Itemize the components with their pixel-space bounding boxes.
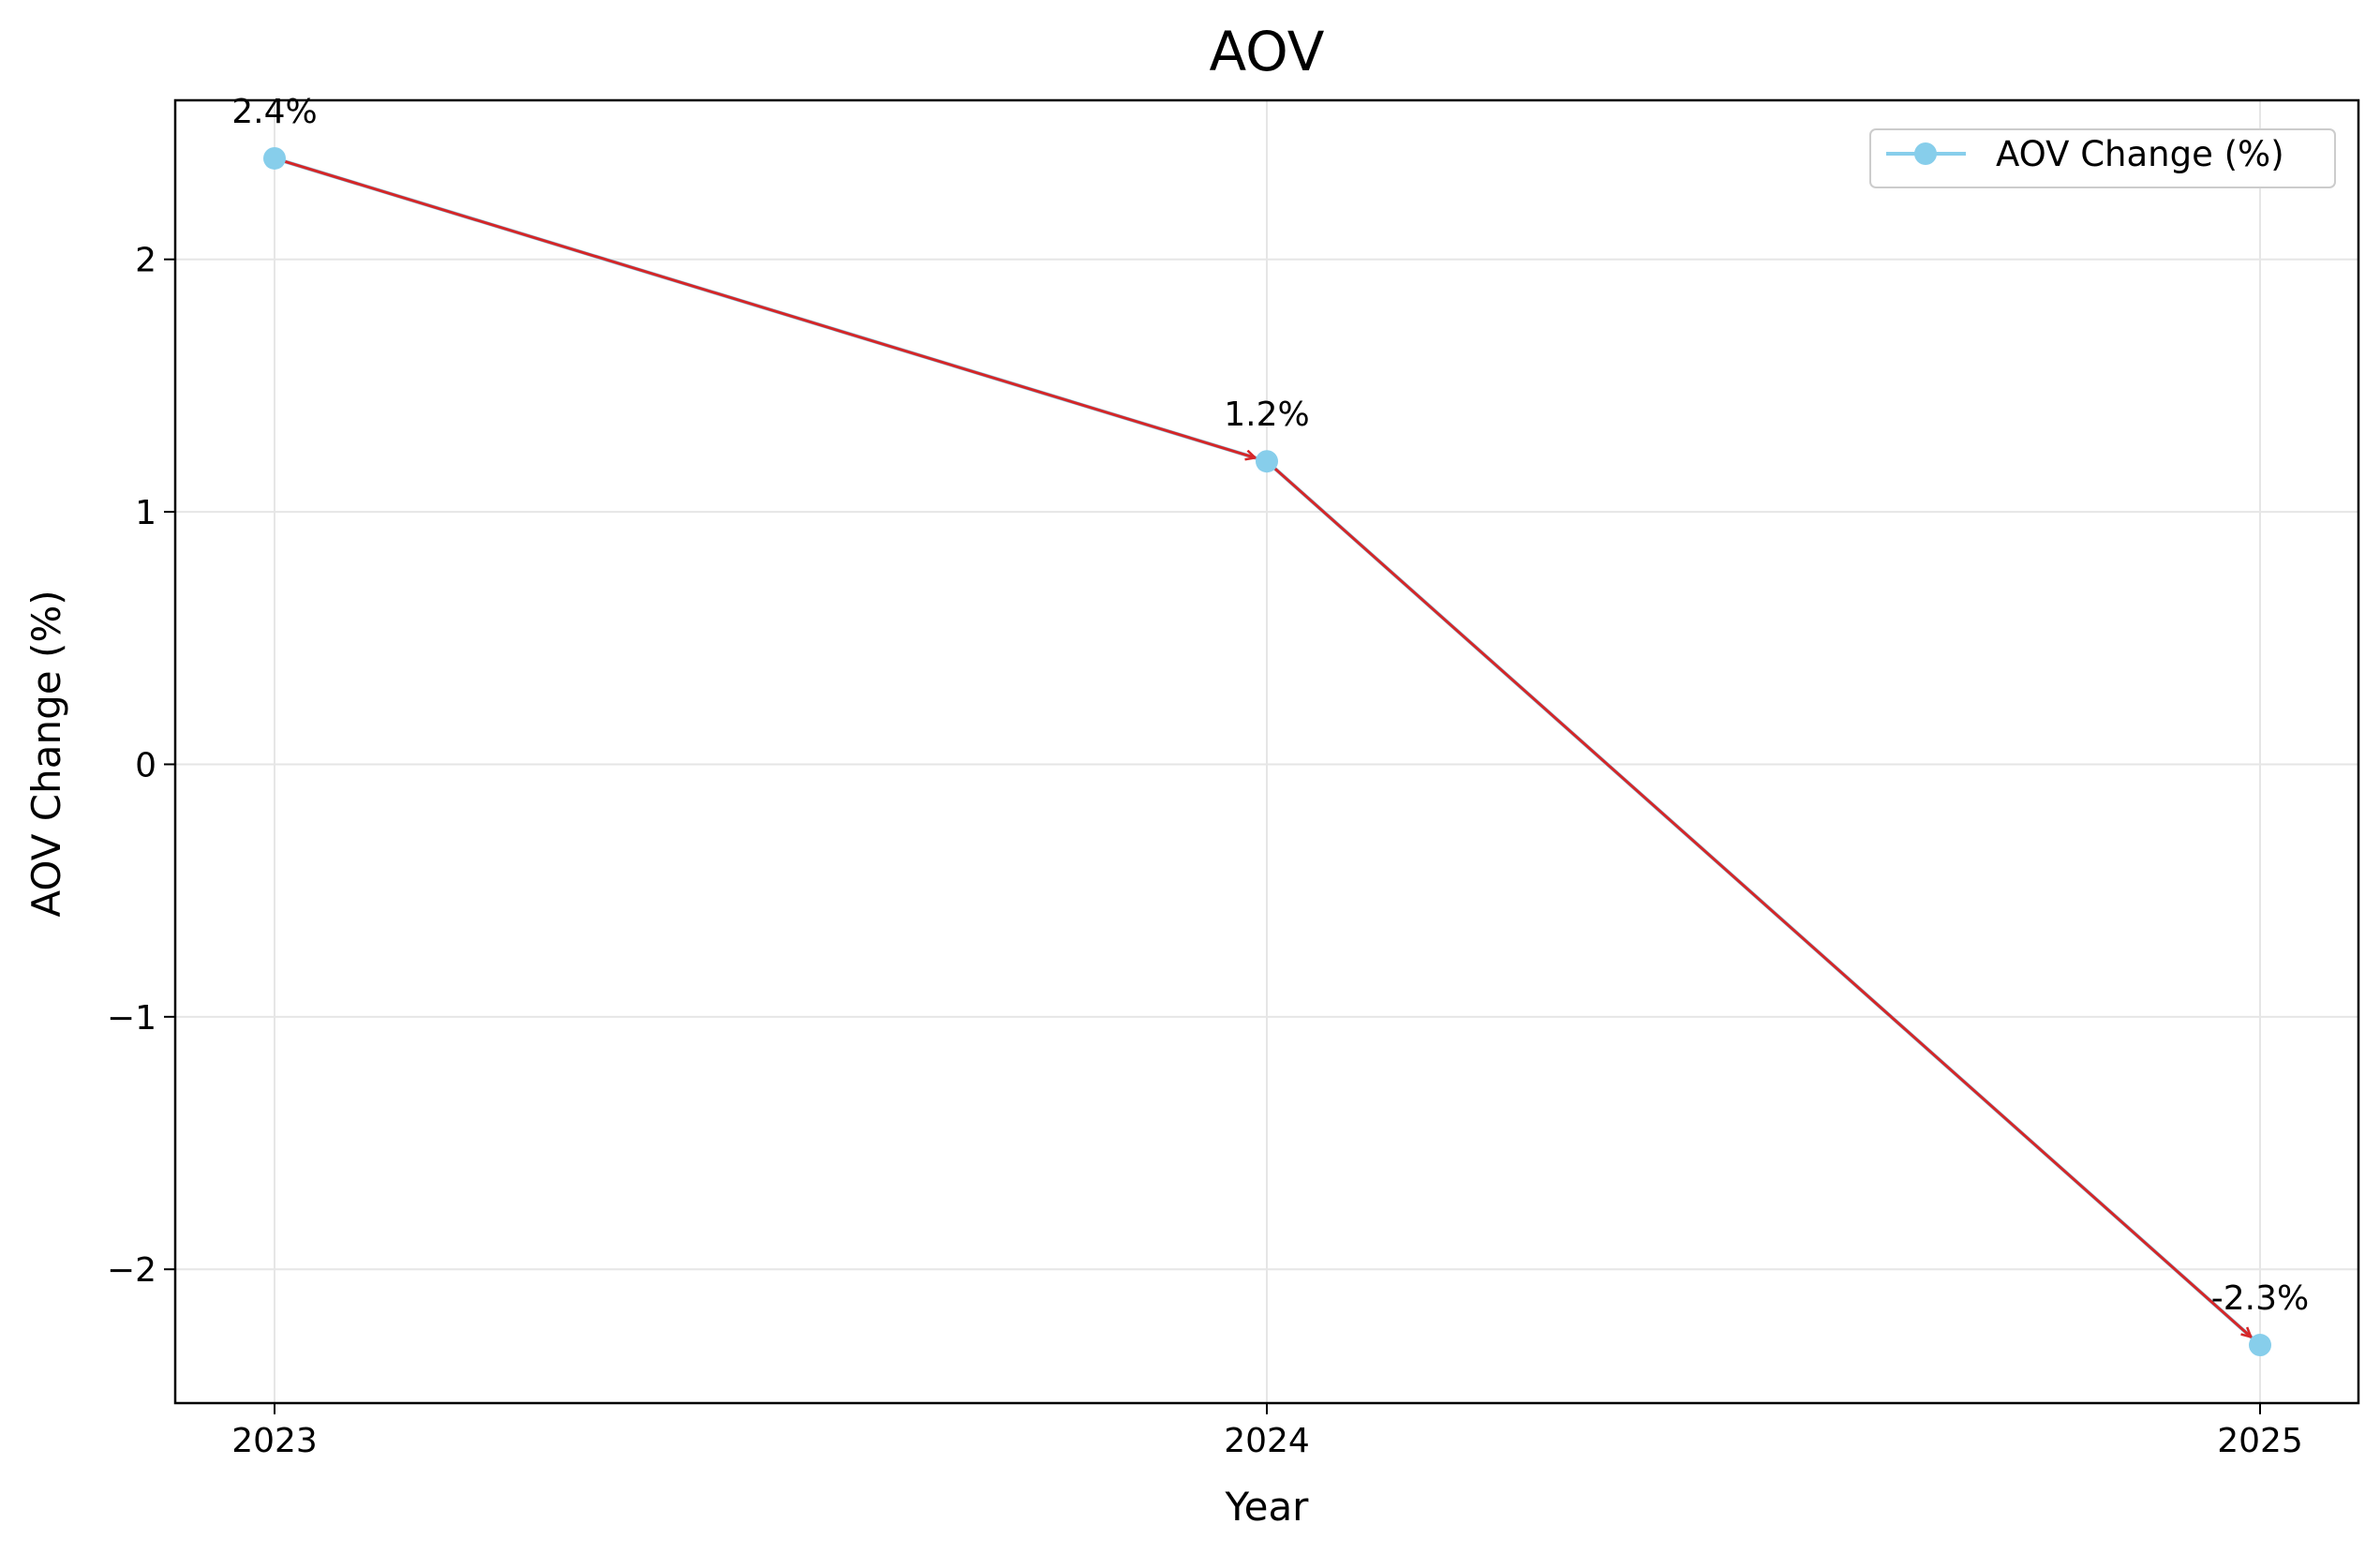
axis-layer: 2023 2024 2025 2 1 0 −1 −2 xyxy=(107,242,2303,1460)
legend-box xyxy=(1869,128,2336,188)
data-label: 2.4% xyxy=(231,93,317,131)
data-label: 1.2% xyxy=(1224,396,1309,434)
x-tick-label: 2023 xyxy=(231,1422,318,1460)
data-point xyxy=(1256,450,1278,473)
trend-arrow-layer xyxy=(274,157,2251,1337)
y-tick-label: 2 xyxy=(135,242,156,280)
legend-series-label: AOV Change (%) xyxy=(1996,134,2284,174)
y-axis-label: AOV Change (%) xyxy=(23,590,69,917)
x-axis-label: Year xyxy=(1225,1484,1310,1530)
legend: AOV Change (%) xyxy=(1869,128,2336,188)
y-tick-label: 0 xyxy=(135,746,156,784)
data-point xyxy=(263,146,286,170)
data-point-layer xyxy=(263,146,2271,1357)
trend-arrow xyxy=(274,157,1256,457)
x-tick-label: 2024 xyxy=(1224,1422,1310,1460)
data-label-layer: 2.4% 1.2% -2.3% xyxy=(231,93,2309,1318)
y-tick-label: 1 xyxy=(135,494,156,532)
y-tick-label: −1 xyxy=(107,999,156,1038)
trend-arrow xyxy=(1266,460,2251,1337)
grid-layer xyxy=(175,100,2358,1403)
data-label: -2.3% xyxy=(2211,1279,2309,1318)
data-point xyxy=(2249,1334,2271,1357)
y-tick-label: −2 xyxy=(107,1251,156,1290)
legend-series-marker xyxy=(1914,142,1937,165)
chart-title: AOV xyxy=(1210,20,1325,83)
x-tick-label: 2025 xyxy=(2217,1422,2303,1460)
